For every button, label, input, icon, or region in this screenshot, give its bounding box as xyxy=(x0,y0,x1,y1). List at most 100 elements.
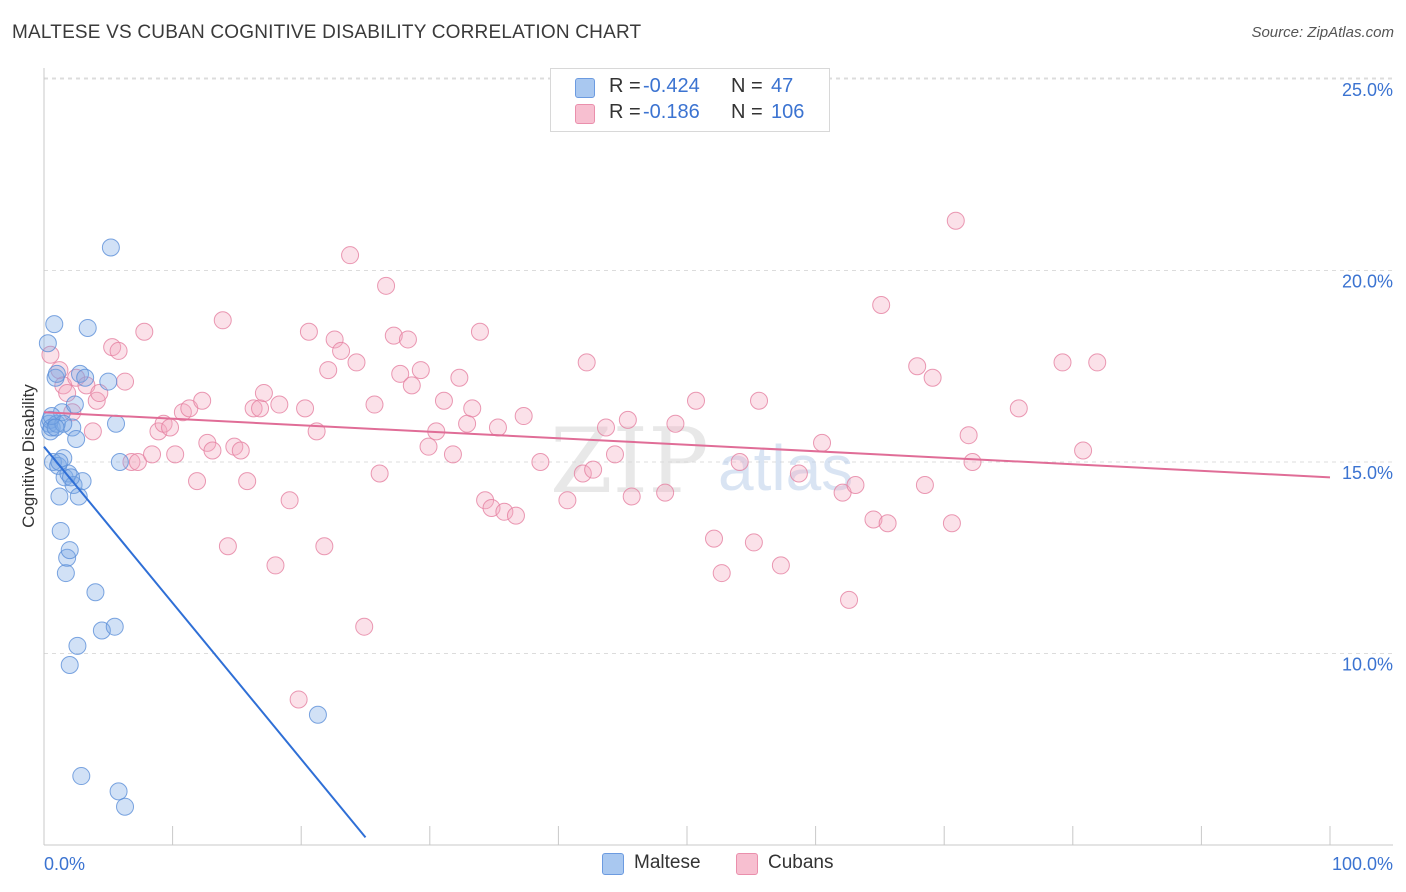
cubans-point xyxy=(251,399,270,418)
cubans-point xyxy=(254,384,273,403)
cubans-point xyxy=(605,445,624,464)
n-label: N = xyxy=(731,101,763,123)
cubans-point xyxy=(203,441,222,460)
maltese-point xyxy=(73,472,92,491)
cubans-point xyxy=(443,445,462,464)
cubans-trend-line xyxy=(43,411,1331,479)
cubans-point xyxy=(332,341,351,360)
cubans-point xyxy=(458,414,477,433)
cubans-point xyxy=(299,322,318,341)
cubans-point xyxy=(365,395,384,414)
cubans-point xyxy=(266,556,285,575)
maltese-point xyxy=(38,334,57,353)
maltese-point xyxy=(68,636,87,655)
cubans-point xyxy=(213,311,232,330)
cubans-point xyxy=(398,330,417,349)
y-tick-label: 10.0% xyxy=(1342,655,1393,675)
cubans-point xyxy=(1074,441,1093,460)
cubans-point xyxy=(116,372,135,391)
cubans-point xyxy=(289,690,308,709)
cubans-point xyxy=(1088,353,1107,372)
legend-label: Maltese xyxy=(634,852,701,873)
cubans-point xyxy=(193,391,212,410)
cubans-point xyxy=(143,445,162,464)
cubans-point xyxy=(391,364,410,383)
maltese-point xyxy=(99,372,118,391)
cubans-point xyxy=(463,399,482,418)
cubans-swatch xyxy=(736,853,758,875)
cubans-point xyxy=(963,453,982,471)
source-credit: Source: ZipAtlas.com xyxy=(1251,24,1394,41)
cubans-point xyxy=(188,472,207,491)
maltese-point xyxy=(46,418,65,437)
cubans-point xyxy=(584,460,603,479)
cubans-point xyxy=(730,453,749,471)
cubans-point xyxy=(161,418,180,437)
cubans-point xyxy=(1009,399,1028,418)
cubans-point xyxy=(495,502,514,521)
cubans-point xyxy=(959,426,978,445)
maltese-point xyxy=(60,541,79,560)
cubans-point xyxy=(687,391,706,410)
cubans-point xyxy=(355,617,374,636)
cubans-point xyxy=(341,246,360,265)
cubans-point xyxy=(813,433,832,452)
cubans-point xyxy=(244,399,263,418)
maltese-swatch xyxy=(602,853,624,875)
cubans-point xyxy=(41,345,60,364)
cubans-point xyxy=(846,475,865,494)
chart-title: MALTESE VS CUBAN COGNITIVE DISABILITY CO… xyxy=(12,22,642,43)
cubans-point xyxy=(872,295,891,314)
axis-labels: Cognitive Disability 10.0% 15.0% 20.0% 25.0… xyxy=(19,80,1393,874)
cubans-point xyxy=(923,368,942,387)
stats-legend: R = -0.424 N = 47 R = -0.186 N = 106 xyxy=(550,68,830,132)
r-value: -0.424 xyxy=(643,75,700,97)
maltese-point xyxy=(50,487,69,506)
n-label: N = xyxy=(731,75,763,97)
n-value: 47 xyxy=(771,75,794,97)
cubans-point xyxy=(470,322,489,341)
cubans-point xyxy=(128,453,147,471)
cubans-point xyxy=(476,491,495,510)
cubans-point xyxy=(915,475,934,494)
r-value: -0.186 xyxy=(643,101,700,123)
cubans-point xyxy=(450,368,469,387)
cubans-point xyxy=(908,357,927,376)
cubans-point xyxy=(238,472,257,491)
cubans-point xyxy=(377,276,396,295)
cubans-point xyxy=(573,464,592,483)
cubans-point xyxy=(789,464,808,483)
cubans-point xyxy=(319,361,338,380)
maltese-point xyxy=(51,521,70,540)
data-points xyxy=(38,211,1107,816)
cubans-point xyxy=(942,514,961,533)
maltese-point xyxy=(78,318,97,337)
cubans-point xyxy=(231,441,250,460)
x-tick-label: 100.0% xyxy=(1332,854,1393,874)
cubans-point xyxy=(705,529,724,548)
maltese-point xyxy=(116,797,135,816)
cubans-point xyxy=(577,353,596,372)
cubans-point xyxy=(558,491,577,510)
axes xyxy=(43,68,1393,846)
trend-lines xyxy=(43,411,1331,838)
y-tick-label: 25.0% xyxy=(1342,80,1393,100)
cubans-point xyxy=(325,330,344,349)
cubans-point xyxy=(514,407,533,426)
cubans-point xyxy=(864,510,883,529)
legend-label: Cubans xyxy=(768,852,834,873)
cubans-point xyxy=(744,533,763,552)
n-value: 106 xyxy=(771,101,805,123)
cubans-point xyxy=(434,391,453,410)
maltese-trend-line xyxy=(43,446,367,838)
cubans-point xyxy=(656,483,675,502)
cubans-point xyxy=(596,418,615,437)
cubans-point xyxy=(411,361,430,380)
cubans-point xyxy=(280,491,299,510)
cubans-point xyxy=(666,414,685,433)
y-axis-label: Cognitive Disability xyxy=(19,384,38,528)
cubans-point xyxy=(270,395,289,414)
maltese-point xyxy=(308,705,327,724)
cubans-point xyxy=(488,418,507,437)
